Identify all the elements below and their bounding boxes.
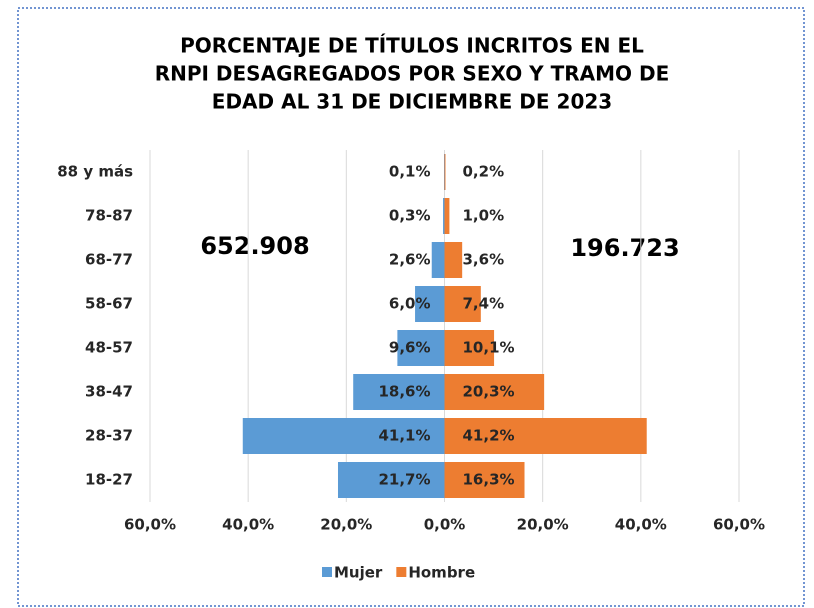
bar	[444, 374, 545, 410]
bar	[415, 286, 445, 322]
data-label: 41,2%	[463, 427, 515, 445]
y-tick-label: 38-47	[85, 383, 133, 401]
bar	[444, 462, 525, 498]
bar	[242, 418, 445, 454]
x-tick-label: 40,0%	[615, 516, 667, 534]
bar	[431, 242, 445, 278]
x-tick-label: 60,0%	[124, 516, 176, 534]
data-label: 7,4%	[463, 295, 505, 313]
data-label: 0,1%	[389, 163, 431, 181]
legend-swatch	[322, 567, 332, 577]
y-tick-label: 48-57	[85, 339, 133, 357]
y-tick-label: 18-27	[85, 471, 133, 489]
legend-swatch	[396, 567, 407, 577]
chart-border	[17, 7, 805, 607]
data-label: 6,0%	[389, 295, 431, 313]
data-label: 20,3%	[463, 383, 515, 401]
bar	[444, 286, 481, 322]
bar	[443, 198, 445, 234]
data-label: 0,2%	[463, 163, 505, 181]
bar	[353, 374, 445, 410]
chart-title: EDAD AL 31 DE DICIEMBRE DE 2023	[212, 90, 612, 114]
data-label: 0,3%	[389, 207, 431, 225]
y-tick-label: 58-67	[85, 295, 133, 313]
bar	[444, 330, 495, 366]
bar	[337, 462, 445, 498]
chart-title: RNPI DESAGREGADOS POR SEXO Y TRAMO DE	[155, 62, 670, 86]
y-tick-label: 88 y más	[57, 163, 133, 181]
bar	[397, 330, 445, 366]
annotation: 196.723	[570, 234, 679, 262]
bar	[444, 154, 446, 190]
data-label: 18,6%	[378, 383, 430, 401]
bar	[444, 418, 647, 454]
data-label: 2,6%	[389, 251, 431, 269]
x-tick-label: 20,0%	[320, 516, 372, 534]
x-tick-label: 40,0%	[222, 516, 274, 534]
data-label: 10,1%	[463, 339, 515, 357]
legend-label: Hombre	[408, 564, 475, 582]
data-label: 16,3%	[463, 471, 515, 489]
y-tick-label: 78-87	[85, 207, 133, 225]
legend-label: Mujer	[334, 564, 383, 582]
y-tick-label: 68-77	[85, 251, 133, 269]
x-tick-label: 0,0%	[424, 516, 466, 534]
data-label: 41,1%	[378, 427, 430, 445]
bar	[444, 242, 463, 278]
chart-title: PORCENTAJE DE TÍTULOS INCRITOS EN EL	[180, 34, 644, 58]
data-label: 21,7%	[378, 471, 430, 489]
x-tick-label: 20,0%	[517, 516, 569, 534]
y-tick-label: 28-37	[85, 427, 133, 445]
data-label: 1,0%	[463, 207, 505, 225]
x-tick-label: 60,0%	[713, 516, 765, 534]
bar	[444, 198, 450, 234]
data-label: 9,6%	[389, 339, 431, 357]
data-label: 3,6%	[463, 251, 505, 269]
annotation: 652.908	[200, 232, 309, 260]
